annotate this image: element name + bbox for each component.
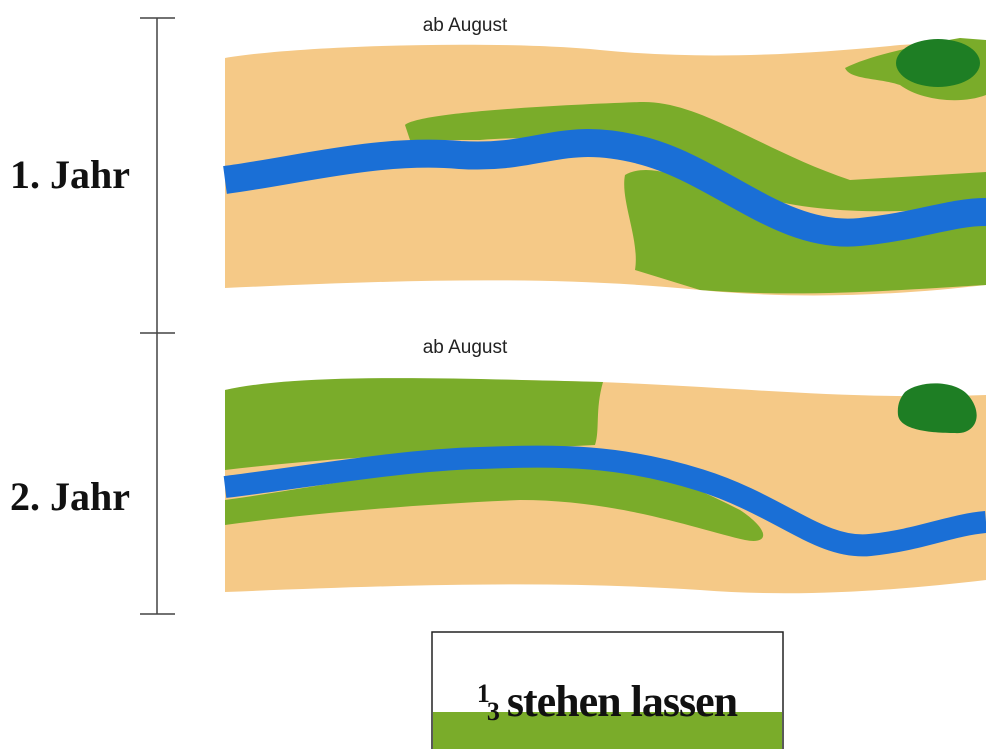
legend-text: 1 3 stehen lassen [477,677,738,726]
timeline [140,17,175,615]
year-label: 2. Jahr [10,474,130,519]
year-label: 1. Jahr [10,152,130,197]
panel-2 [223,378,986,594]
denominator: 3 [487,697,500,726]
legend: 1 3 stehen lassen [431,631,784,749]
caption: ab August [423,337,508,358]
caption: ab August [423,15,508,36]
legend-label: stehen lassen [507,677,738,726]
numerator: 1 [477,679,489,708]
panel-1 [223,38,986,296]
